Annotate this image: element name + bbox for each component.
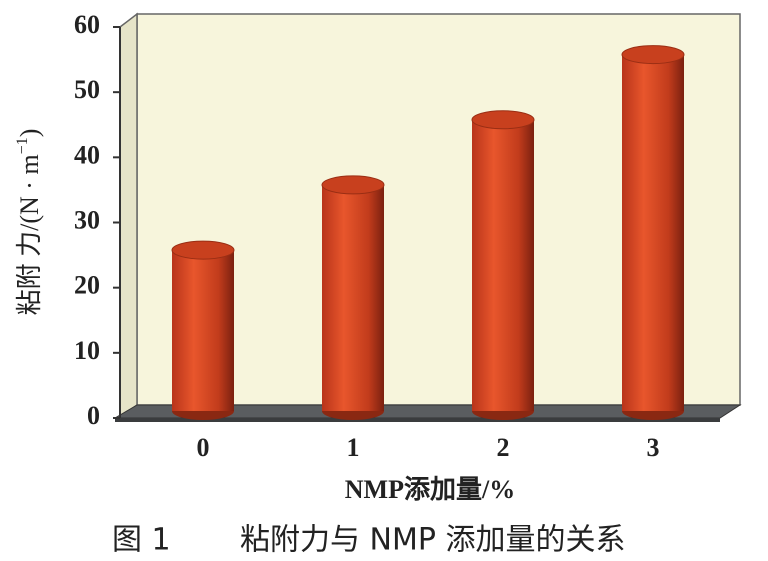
y-tick-label: 40	[74, 140, 100, 169]
y-axis-title: 粘附 力/(N · m−1)	[14, 129, 44, 316]
caption: 粘附力与 NMP 添加量的关系	[240, 523, 626, 558]
y-axis-title-text: 粘附 力/(N · m	[15, 154, 44, 315]
x-tick-label: 2	[497, 433, 510, 462]
figure-number: 图 1	[112, 523, 171, 558]
x-tick-label: 1	[347, 433, 360, 462]
y-tick-label: 0	[87, 401, 100, 430]
bar-top	[171, 240, 235, 260]
y-tick-label: 20	[74, 271, 100, 300]
x-tick-label: 0	[197, 433, 210, 462]
y-axis-title-superscript: −1	[14, 137, 31, 154]
bar	[472, 119, 534, 411]
y-tick-label: 10	[74, 336, 100, 365]
y-tick-label: 50	[74, 75, 100, 104]
floor-edge	[115, 418, 720, 422]
x-tick-label: 3	[647, 433, 660, 462]
y-tick-label: 60	[74, 10, 100, 39]
y-tick-label: 30	[74, 205, 100, 234]
x-axis-title: NMP添加量/%	[345, 475, 515, 504]
bar-top	[471, 110, 535, 130]
y-axis-title-suffix: )	[15, 129, 44, 138]
bar-top	[621, 45, 685, 65]
bar	[622, 54, 684, 411]
bar	[322, 184, 384, 411]
bar	[172, 250, 234, 411]
side-wall	[119, 12, 138, 420]
bar-top	[321, 175, 385, 195]
